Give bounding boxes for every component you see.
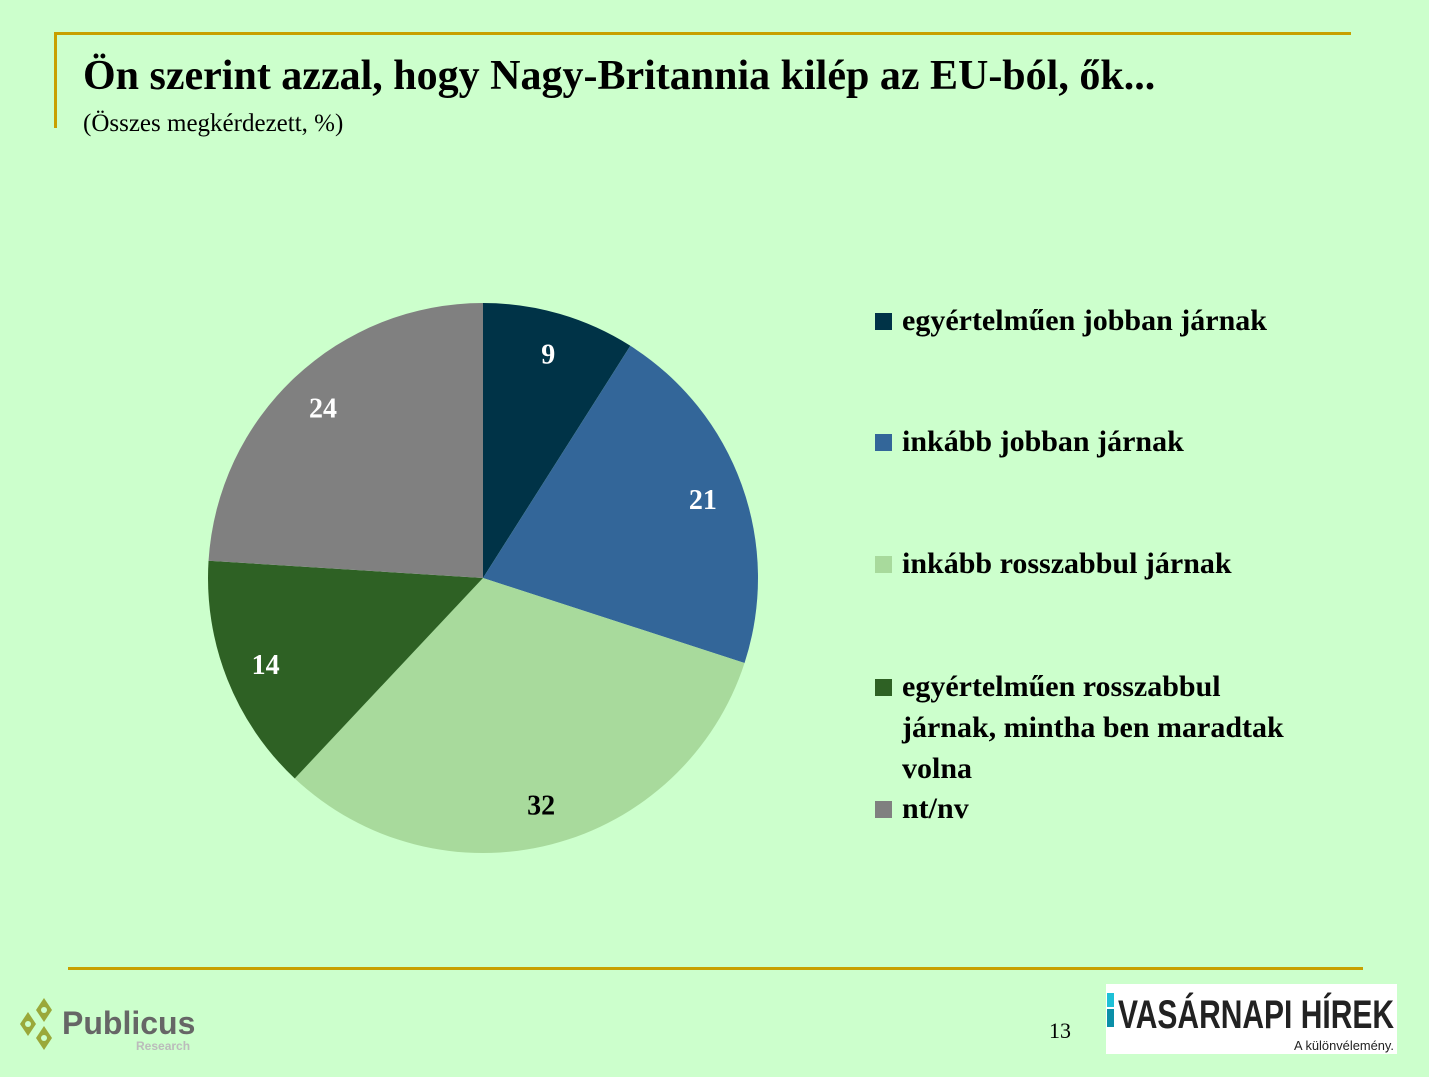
legend-item: inkább rosszabbul járnak <box>875 543 1305 584</box>
chart-subtitle: (Összes megkérdezett, %) <box>83 110 344 137</box>
legend-item: inkább jobban járnak <box>875 421 1305 462</box>
top-rule <box>54 32 1351 35</box>
bottom-rule <box>68 967 1363 970</box>
pie-slice <box>208 560 484 779</box>
svg-text:VASÁRNAPI HÍREK: VASÁRNAPI HÍREK <box>1118 992 1394 1037</box>
legend-label: nt/nv <box>902 792 969 825</box>
legend-item: nt/nv <box>875 788 1305 829</box>
svg-text:Publicus: Publicus <box>62 1005 195 1041</box>
legend-swatch <box>875 434 892 451</box>
legend-swatch <box>875 556 892 573</box>
data-label: 24 <box>309 394 337 425</box>
vasarnapi-hirek-logo: VASÁRNAPI HÍREK A különvélemény. <box>1106 984 1397 1054</box>
data-label: 14 <box>252 650 280 681</box>
data-label: 21 <box>689 485 717 516</box>
pie-slice <box>208 303 483 578</box>
legend-swatch <box>875 679 892 696</box>
svg-text:A különvélemény.: A különvélemény. <box>1294 1038 1394 1053</box>
publicus-logo: Publicus Research <box>20 998 195 1053</box>
svg-text:Research: Research <box>136 1039 190 1053</box>
legend-item: egyértelműen rosszabbul járnak, mintha b… <box>875 666 1305 789</box>
legend-item: egyértelműen jobban járnak <box>875 300 1305 341</box>
data-label: 9 <box>541 340 555 371</box>
pie-slice <box>294 578 745 853</box>
legend-label: egyértelműen rosszabbul járnak, mintha b… <box>902 670 1284 785</box>
pie-slice <box>483 303 631 578</box>
legend-swatch <box>875 801 892 818</box>
legend-label: egyértelműen jobban járnak <box>902 304 1267 337</box>
legend-swatch <box>875 313 892 330</box>
data-label: 32 <box>527 790 555 821</box>
legend-label: inkább rosszabbul járnak <box>902 547 1232 580</box>
pie-slice <box>483 345 758 663</box>
page-number: 13 <box>1049 1018 1071 1043</box>
legend-label: inkább jobban járnak <box>902 425 1184 458</box>
chart-title: Ön szerint azzal, hogy Nagy-Britannia ki… <box>83 53 1156 99</box>
left-rule <box>54 32 57 128</box>
